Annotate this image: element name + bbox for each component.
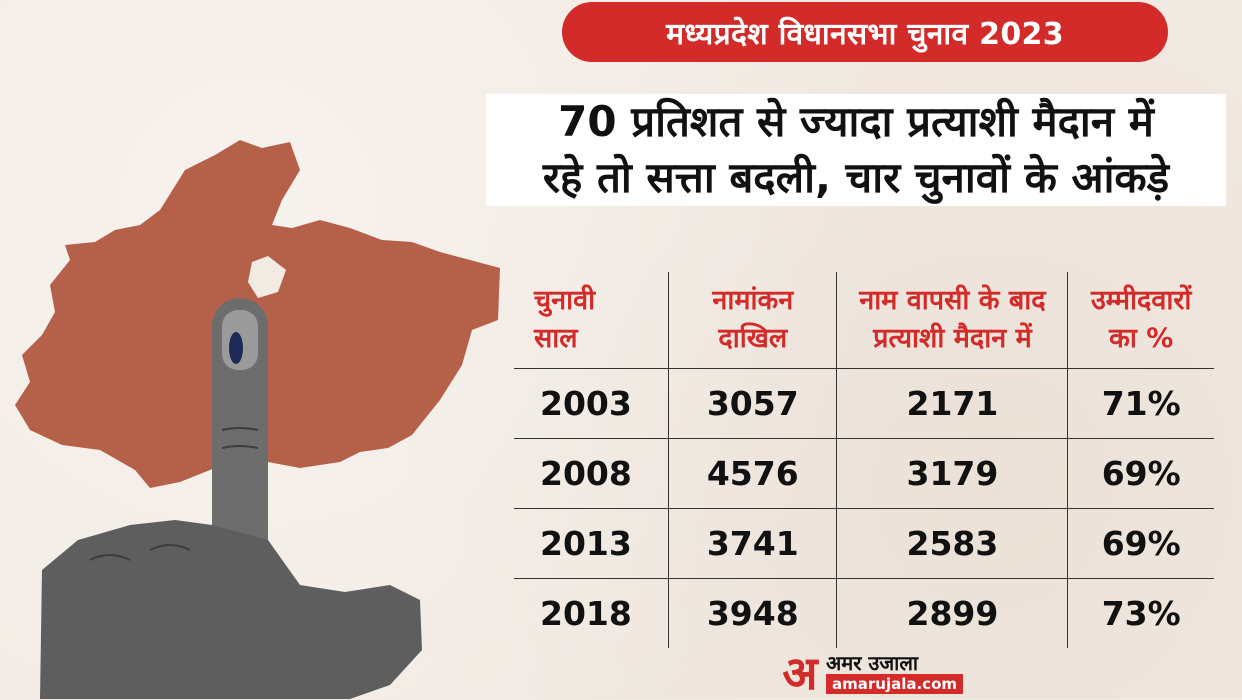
cell-nominations: 3948 (668, 578, 837, 648)
cell-percent: 73% (1067, 578, 1214, 648)
map-inner-cutout (248, 256, 286, 298)
cell-year: 2008 (514, 438, 669, 509)
logo-mark: अ (782, 646, 818, 700)
header-year: चुनावी साल (534, 285, 596, 354)
header-percent: उम्मीदवारों का % (1067, 272, 1214, 369)
finger-hand-illustration (40, 298, 422, 699)
cell-year: 2018 (514, 578, 669, 648)
ink-mark (229, 332, 243, 364)
election-data-table: चुनावी साल नामांकन दाखिल नाम वापसी के बा… (514, 272, 1214, 648)
logo-text: अमर उजाला amarujala.com (826, 651, 964, 694)
cell-year: 2013 (514, 508, 669, 579)
title-banner: मध्यप्रदेश विधानसभा चुनाव 2023 (562, 2, 1168, 62)
knuckle-lines (89, 427, 259, 561)
cell-candidates: 2171 (836, 368, 1068, 439)
headline: 70 प्रतिशत से ज्यादा प्रत्याशी मैदान में… (486, 94, 1226, 206)
cell-nominations: 4576 (668, 438, 837, 509)
logo-domain: amarujala.com (826, 674, 964, 694)
madhya-pradesh-map-illustration (15, 140, 500, 699)
banner-title: मध्यप्रदेश विधानसभा चुनाव 2023 (666, 16, 1064, 52)
table-header-row: चुनावी साल नामांकन दाखिल नाम वापसी के बा… (514, 272, 1214, 369)
logo-name: अमर उजाला (826, 651, 919, 675)
headline-line-1: 70 प्रतिशत से ज्यादा प्रत्याशी मैदान में (558, 97, 1154, 146)
cell-candidates: 3179 (836, 438, 1068, 509)
header-candidates: नाम वापसी के बाद प्रत्याशी मैदान में (836, 272, 1068, 369)
cell-percent: 69% (1067, 438, 1214, 509)
amar-ujala-logo: अ अमर उजाला amarujala.com (778, 648, 968, 698)
cell-year: 2003 (514, 368, 669, 439)
cell-percent: 71% (1067, 368, 1214, 439)
cell-nominations: 3741 (668, 508, 837, 579)
table-row: 2018 3948 2899 73% (514, 578, 1214, 648)
headline-line-2: रहे तो सत्ता बदली, चार चुनावों के आंकड़े (542, 153, 1170, 202)
table-row: 2013 3741 2583 69% (514, 508, 1214, 579)
cell-candidates: 2899 (836, 578, 1068, 648)
hand-shape (40, 520, 422, 699)
header-nominations: नामांकन दाखिल (668, 272, 837, 369)
cell-candidates: 2583 (836, 508, 1068, 579)
table-row: 2008 4576 3179 69% (514, 438, 1214, 509)
cell-percent: 69% (1067, 508, 1214, 579)
cell-nominations: 3057 (668, 368, 837, 439)
table-row: 2003 3057 2171 71% (514, 368, 1214, 439)
